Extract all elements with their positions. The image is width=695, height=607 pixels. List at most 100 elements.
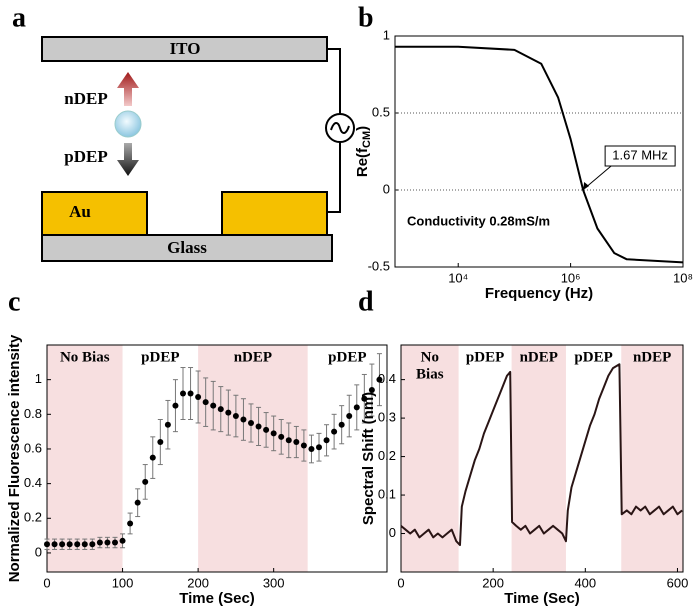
ito-layer	[41, 36, 328, 62]
data-point	[112, 539, 118, 546]
y-axis-label: Re(fCM)	[354, 126, 373, 177]
panel-label: a	[12, 2, 26, 33]
plot-frame	[400, 344, 684, 573]
region	[511, 345, 566, 572]
y-axis-label-text: Re(f	[354, 147, 371, 177]
region	[47, 345, 123, 572]
y-tick-label: 0.2	[378, 448, 396, 463]
y-tick-label: 0.2	[24, 510, 42, 525]
y-tick-label: 0.4	[378, 371, 396, 386]
panel-label: d	[358, 286, 374, 317]
data-point	[164, 421, 171, 428]
plot-frame	[46, 344, 388, 573]
annotation-arrow	[584, 165, 612, 189]
data-point	[376, 376, 383, 383]
panel-label: c	[8, 286, 20, 317]
data-point	[66, 541, 73, 548]
data-point	[89, 541, 96, 548]
ito-label: ITO	[170, 39, 201, 58]
wire	[327, 142, 341, 213]
x-tick-label: 0	[397, 575, 404, 590]
data-point	[51, 541, 58, 548]
region-label: pDEP	[141, 349, 179, 365]
y-axis-label-end: )	[354, 126, 371, 131]
data-point	[353, 404, 360, 411]
ac-symbol	[330, 122, 350, 134]
y-axis-label-text: Normalized Fluorescence intensity	[6, 334, 23, 582]
y-tick-label: 0.1	[378, 486, 396, 501]
data-point	[248, 419, 254, 426]
region-label: No	[421, 349, 439, 365]
y-axis-label-sub: CM	[361, 131, 373, 148]
y-tick-label: 0.5	[372, 104, 390, 119]
region	[621, 345, 683, 572]
data-point	[338, 421, 345, 428]
arrow-label: nDEP	[64, 89, 107, 108]
annotation: 1.67 MHz	[612, 147, 668, 162]
region-label: nDEP	[234, 349, 272, 365]
glass-label: Glass	[167, 238, 207, 257]
y-tick-label: -0.5	[368, 258, 390, 273]
data-point	[149, 454, 156, 461]
electrode-label: Au	[69, 202, 91, 221]
data-point	[44, 541, 50, 548]
data-point	[180, 390, 186, 397]
data-point	[157, 439, 164, 446]
data-point	[293, 439, 300, 446]
data-point	[59, 541, 66, 548]
region-label: pDEP	[466, 349, 504, 365]
x-tick-label: 300	[263, 575, 285, 590]
arrow-label: pDEP	[64, 147, 107, 166]
up-arrow	[117, 72, 139, 106]
data-point	[225, 409, 232, 416]
data-point	[331, 428, 338, 435]
region-label: nDEP	[633, 349, 671, 365]
y-tick-label: 0	[389, 525, 396, 540]
data-point	[96, 539, 103, 546]
data-point	[270, 430, 277, 437]
region-label: nDEP	[520, 349, 558, 365]
data-point	[285, 437, 292, 444]
region-label: pDEP	[574, 349, 612, 365]
data-point	[119, 537, 126, 544]
x-axis-label: Time (Sec)	[504, 590, 580, 607]
x-tick-label: 10⁴	[448, 270, 468, 285]
device-diagram: ITO Au Glass nDEP pDEP	[41, 36, 355, 262]
x-tick-label: 600	[667, 575, 689, 590]
particle	[114, 110, 142, 138]
y-tick-label: 0.3	[378, 410, 396, 425]
y-tick-label: 0	[35, 544, 42, 559]
data-point	[323, 437, 330, 444]
data-point	[81, 541, 88, 548]
data-point	[263, 426, 270, 433]
region-label: Bias	[416, 366, 444, 382]
data-point	[104, 539, 111, 546]
y-axis-label: Spectral Shift (nm)	[360, 392, 377, 525]
data-point	[346, 413, 353, 420]
x-tick-label: 200	[187, 575, 209, 590]
data-point	[361, 395, 368, 402]
glass-layer	[41, 234, 333, 262]
x-axis-label: Frequency (Hz)	[485, 285, 593, 302]
x-tick-label: 0	[43, 575, 50, 590]
x-axis-label: Time (Sec)	[179, 590, 255, 607]
y-tick-label: 0	[383, 181, 390, 196]
wire	[327, 48, 341, 114]
annotation: Conductivity 0.28mS/m	[407, 213, 550, 228]
panel-label: b	[358, 2, 374, 33]
data-point	[240, 416, 247, 423]
plot-frame	[394, 35, 684, 268]
data-point	[172, 402, 179, 409]
data-point	[232, 413, 239, 420]
x-tick-label: 200	[482, 575, 504, 590]
y-tick-label: 0.4	[24, 475, 42, 490]
region-label: No Bias	[60, 349, 110, 365]
data-point	[217, 406, 224, 413]
electrode	[221, 191, 328, 236]
data-point	[142, 478, 149, 485]
y-tick-label: 0.8	[24, 406, 42, 421]
data-point	[127, 520, 134, 527]
y-tick-label: 1	[35, 371, 42, 386]
data-line	[395, 45, 684, 264]
